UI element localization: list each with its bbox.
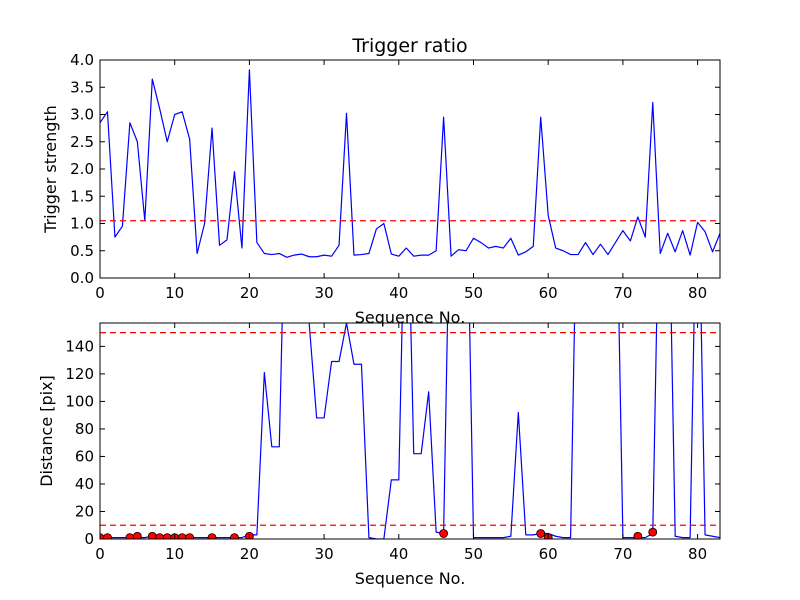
y-tick-label: 40 (75, 475, 94, 493)
y-tick-label: 0 (84, 530, 94, 548)
x-tick-label: 20 (240, 284, 259, 302)
axes-frame (99, 59, 721, 279)
y-tick-label: 80 (75, 420, 94, 438)
x-tick-label: 80 (688, 545, 707, 563)
y-tick-label: 2.5 (70, 133, 94, 151)
data-point (633, 531, 643, 539)
x-tick-label: 20 (240, 545, 259, 563)
y-tick-label: 1.5 (70, 187, 94, 205)
y-tick-label: 140 (65, 337, 94, 355)
x-tick-label: 0 (95, 284, 105, 302)
x-tick-label: 40 (389, 545, 408, 563)
x-tick-label: 70 (613, 545, 632, 563)
x-axis-label: Sequence No. (355, 308, 466, 327)
y-tick-label: 60 (75, 447, 94, 465)
y-tick-label: 0.5 (70, 242, 94, 260)
data-point (230, 533, 239, 539)
axes-frame (99, 322, 721, 540)
x-tick-label: 40 (389, 284, 408, 302)
x-tick-label: 80 (688, 284, 707, 302)
x-axis-label: Sequence No. (355, 569, 466, 588)
data-point (185, 533, 195, 539)
y-axis-label: Trigger strength (41, 105, 60, 234)
y-tick-label: 3.0 (70, 106, 94, 124)
x-axis-ticks: 0 10 20 30 40 50 60 70 80 (95, 60, 707, 302)
x-tick-label: 10 (165, 284, 184, 302)
data-point (207, 533, 217, 539)
data-point (132, 531, 142, 539)
x-tick-label: 50 (464, 284, 483, 302)
y-tick-label: 4.0 (70, 51, 94, 69)
y-tick-label: 0.0 (70, 269, 94, 287)
plot-area (100, 323, 720, 539)
y-axis-ticks: 0 20 40 60 80 100 120 140 (65, 337, 720, 548)
x-tick-label: 0 (95, 545, 105, 563)
distance-chart: 0 10 20 30 40 50 60 70 80 0 20 40 60 80 100 120 140 Seq… (37, 322, 721, 588)
x-tick-label: 60 (539, 545, 558, 563)
x-tick-label: 60 (539, 284, 558, 302)
y-tick-label: 3.5 (70, 78, 94, 96)
data-point (439, 529, 449, 538)
y-tick-label: 100 (65, 392, 94, 410)
x-tick-label: 50 (464, 545, 483, 563)
y-tick-label: 20 (75, 502, 94, 520)
y-axis-label: Distance [pix] (37, 375, 56, 487)
series-line (100, 323, 720, 539)
x-tick-label: 30 (315, 545, 334, 563)
chart-title: Trigger ratio (351, 35, 467, 57)
y-tick-label: 1.0 (70, 215, 94, 233)
data-point (536, 529, 546, 538)
x-tick-label: 10 (165, 545, 184, 563)
y-tick-label: 2.0 (70, 160, 94, 178)
x-axis-ticks: 0 10 20 30 40 50 60 70 80 (95, 323, 707, 563)
plot-area (100, 69, 720, 258)
data-point (648, 527, 658, 537)
x-tick-label: 70 (613, 284, 632, 302)
series-line (100, 69, 720, 258)
trigger-ratio-chart: Trigger ratio 0 10 20 30 40 50 60 70 80 0.0 0.5 1.… (41, 35, 721, 327)
y-tick-label: 120 (65, 365, 94, 383)
data-point (103, 533, 112, 539)
y-axis-ticks: 0.0 0.5 1.0 1.5 2.0 2.5 3.0 3.5 4.0 (70, 51, 720, 287)
x-tick-label: 30 (315, 284, 334, 302)
